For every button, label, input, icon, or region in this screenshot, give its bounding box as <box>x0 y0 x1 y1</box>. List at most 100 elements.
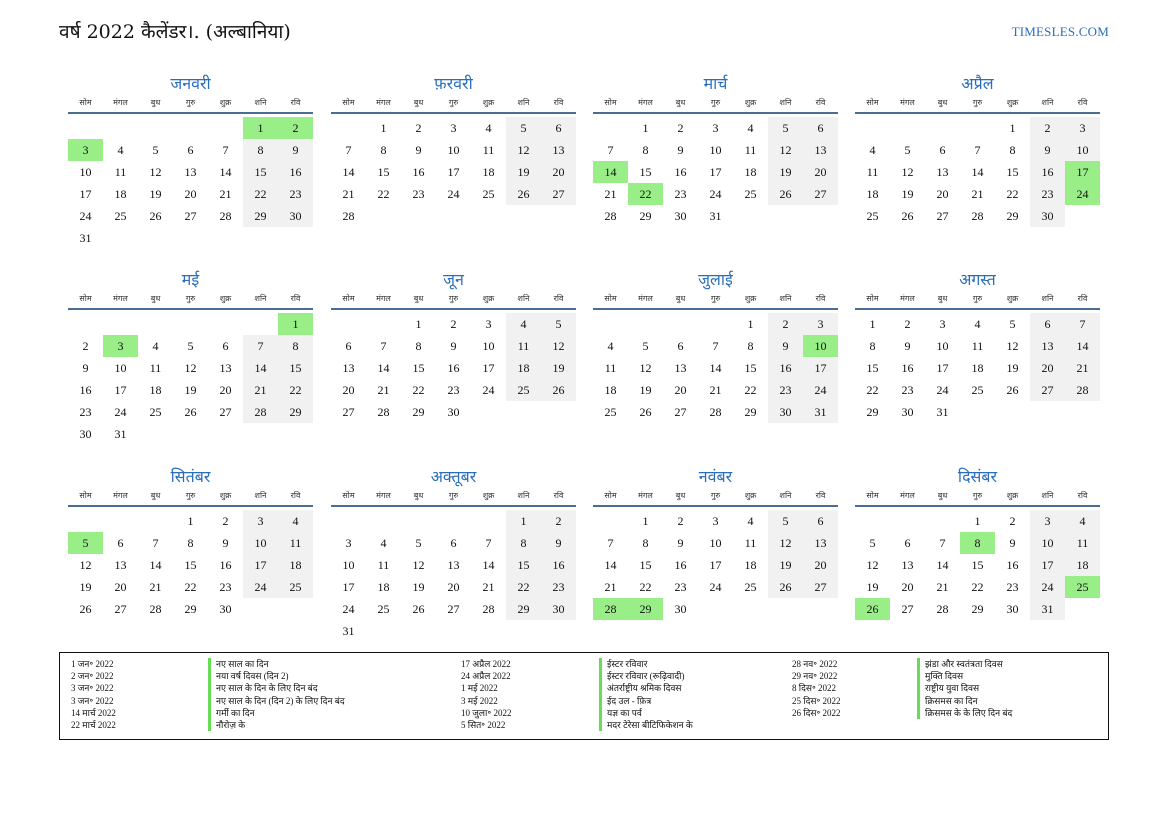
day-cell[interactable]: 3 <box>345 536 352 550</box>
holiday-day-cell[interactable]: 2 <box>278 117 313 139</box>
day-cell[interactable]: 15 <box>506 554 541 576</box>
day-cell[interactable]: 13 <box>936 165 949 179</box>
day-cell[interactable]: 19 <box>79 580 92 594</box>
day-cell[interactable]: 6 <box>117 536 124 550</box>
day-cell[interactable]: 3 <box>485 317 492 331</box>
day-cell[interactable]: 23 <box>541 576 576 598</box>
day-cell[interactable]: 31 <box>114 427 127 441</box>
day-cell[interactable]: 1 <box>380 121 387 135</box>
day-cell[interactable]: 16 <box>901 361 914 375</box>
day-cell[interactable]: 16 <box>1030 161 1065 183</box>
day-cell[interactable]: 4 <box>117 143 124 157</box>
day-cell[interactable]: 13 <box>184 165 197 179</box>
day-cell[interactable]: 4 <box>380 536 387 550</box>
day-cell[interactable]: 10 <box>936 339 949 353</box>
holiday-day-cell[interactable]: 25 <box>1065 576 1100 598</box>
day-cell[interactable]: 29 <box>866 405 879 419</box>
day-cell[interactable]: 25 <box>744 187 757 201</box>
day-cell[interactable]: 21 <box>149 580 162 594</box>
day-cell[interactable]: 5 <box>904 143 911 157</box>
day-cell[interactable]: 25 <box>149 405 162 419</box>
day-cell[interactable]: 15 <box>184 558 197 572</box>
day-cell[interactable]: 2 <box>904 317 911 331</box>
day-cell[interactable]: 17 <box>803 357 838 379</box>
day-cell[interactable]: 17 <box>79 187 92 201</box>
day-cell[interactable]: 1 <box>187 514 194 528</box>
day-cell[interactable]: 2 <box>677 121 684 135</box>
day-cell[interactable]: 12 <box>866 558 879 572</box>
day-cell[interactable]: 9 <box>278 139 313 161</box>
day-cell[interactable]: 31 <box>342 624 355 638</box>
day-cell[interactable]: 26 <box>768 576 803 598</box>
day-cell[interactable]: 12 <box>79 558 92 572</box>
day-cell[interactable]: 14 <box>936 558 949 572</box>
day-cell[interactable]: 8 <box>747 339 754 353</box>
day-cell[interactable]: 15 <box>377 165 390 179</box>
day-cell[interactable]: 17 <box>243 554 278 576</box>
day-cell[interactable]: 28 <box>377 405 390 419</box>
day-cell[interactable]: 24 <box>1030 576 1065 598</box>
day-cell[interactable]: 9 <box>450 339 457 353</box>
day-cell[interactable]: 12 <box>541 335 576 357</box>
day-cell[interactable]: 8 <box>243 139 278 161</box>
day-cell[interactable]: 5 <box>768 510 803 532</box>
day-cell[interactable]: 21 <box>1065 357 1100 379</box>
day-cell[interactable]: 3 <box>450 121 457 135</box>
day-cell[interactable]: 8 <box>506 532 541 554</box>
day-cell[interactable]: 3 <box>1065 117 1100 139</box>
day-cell[interactable]: 18 <box>149 383 162 397</box>
day-cell[interactable]: 19 <box>184 383 197 397</box>
day-cell[interactable]: 1 <box>415 317 422 331</box>
day-cell[interactable]: 12 <box>768 532 803 554</box>
day-cell[interactable]: 13 <box>541 139 576 161</box>
day-cell[interactable]: 19 <box>866 580 879 594</box>
day-cell[interactable]: 18 <box>114 187 127 201</box>
day-cell[interactable]: 30 <box>1006 602 1019 616</box>
day-cell[interactable]: 4 <box>485 121 492 135</box>
day-cell[interactable]: 10 <box>1065 139 1100 161</box>
day-cell[interactable]: 23 <box>1006 580 1019 594</box>
day-cell[interactable]: 7 <box>607 536 614 550</box>
day-cell[interactable]: 14 <box>243 357 278 379</box>
day-cell[interactable]: 7 <box>152 536 159 550</box>
day-cell[interactable]: 13 <box>901 558 914 572</box>
day-cell[interactable]: 13 <box>342 361 355 375</box>
day-cell[interactable]: 7 <box>939 536 946 550</box>
day-cell[interactable]: 18 <box>1065 554 1100 576</box>
day-cell[interactable]: 27 <box>342 405 355 419</box>
day-cell[interactable]: 27 <box>219 405 232 419</box>
day-cell[interactable]: 21 <box>219 187 232 201</box>
day-cell[interactable]: 18 <box>744 558 757 572</box>
day-cell[interactable]: 17 <box>936 361 949 375</box>
day-cell[interactable]: 13 <box>219 361 232 375</box>
day-cell[interactable]: 27 <box>184 209 197 223</box>
day-cell[interactable]: 27 <box>803 183 838 205</box>
day-cell[interactable]: 22 <box>866 383 879 397</box>
day-cell[interactable]: 12 <box>506 139 541 161</box>
day-cell[interactable]: 27 <box>541 183 576 205</box>
day-cell[interactable]: 25 <box>506 379 541 401</box>
day-cell[interactable]: 1 <box>642 514 649 528</box>
day-cell[interactable]: 7 <box>380 339 387 353</box>
day-cell[interactable]: 1 <box>506 510 541 532</box>
day-cell[interactable]: 2 <box>1009 514 1016 528</box>
day-cell[interactable]: 29 <box>278 401 313 423</box>
day-cell[interactable]: 14 <box>971 165 984 179</box>
day-cell[interactable]: 15 <box>278 357 313 379</box>
day-cell[interactable]: 20 <box>901 580 914 594</box>
day-cell[interactable]: 7 <box>243 335 278 357</box>
day-cell[interactable]: 21 <box>604 187 617 201</box>
day-cell[interactable]: 11 <box>1065 532 1100 554</box>
day-cell[interactable]: 26 <box>149 209 162 223</box>
day-cell[interactable]: 26 <box>506 183 541 205</box>
day-cell[interactable]: 12 <box>901 165 914 179</box>
day-cell[interactable]: 5 <box>768 117 803 139</box>
day-cell[interactable]: 21 <box>342 187 355 201</box>
day-cell[interactable]: 23 <box>901 383 914 397</box>
day-cell[interactable]: 25 <box>744 580 757 594</box>
day-cell[interactable]: 27 <box>114 602 127 616</box>
day-cell[interactable]: 14 <box>149 558 162 572</box>
day-cell[interactable]: 28 <box>243 401 278 423</box>
day-cell[interactable]: 22 <box>243 183 278 205</box>
day-cell[interactable]: 28 <box>709 405 722 419</box>
